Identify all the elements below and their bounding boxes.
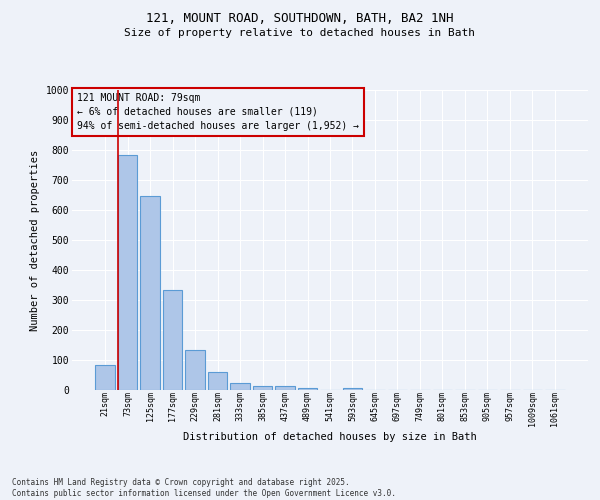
Bar [118,154,137,390]
Bar [230,384,250,390]
Bar [140,196,160,390]
Text: Size of property relative to detached houses in Bath: Size of property relative to detached ho… [125,28,476,38]
Bar [185,350,205,390]
Text: 121, MOUNT ROAD, SOUTHDOWN, BATH, BA2 1NH: 121, MOUNT ROAD, SOUTHDOWN, BATH, BA2 1N… [146,12,454,26]
Text: Contains HM Land Registry data © Crown copyright and database right 2025.
Contai: Contains HM Land Registry data © Crown c… [12,478,396,498]
Bar [95,366,115,390]
Bar [208,372,227,390]
X-axis label: Distribution of detached houses by size in Bath: Distribution of detached houses by size … [183,432,477,442]
Bar [298,388,317,390]
Text: 121 MOUNT ROAD: 79sqm
← 6% of detached houses are smaller (119)
94% of semi-deta: 121 MOUNT ROAD: 79sqm ← 6% of detached h… [77,93,359,131]
Bar [163,290,182,390]
Y-axis label: Number of detached properties: Number of detached properties [30,150,40,330]
Bar [253,386,272,390]
Bar [343,388,362,390]
Bar [275,386,295,390]
